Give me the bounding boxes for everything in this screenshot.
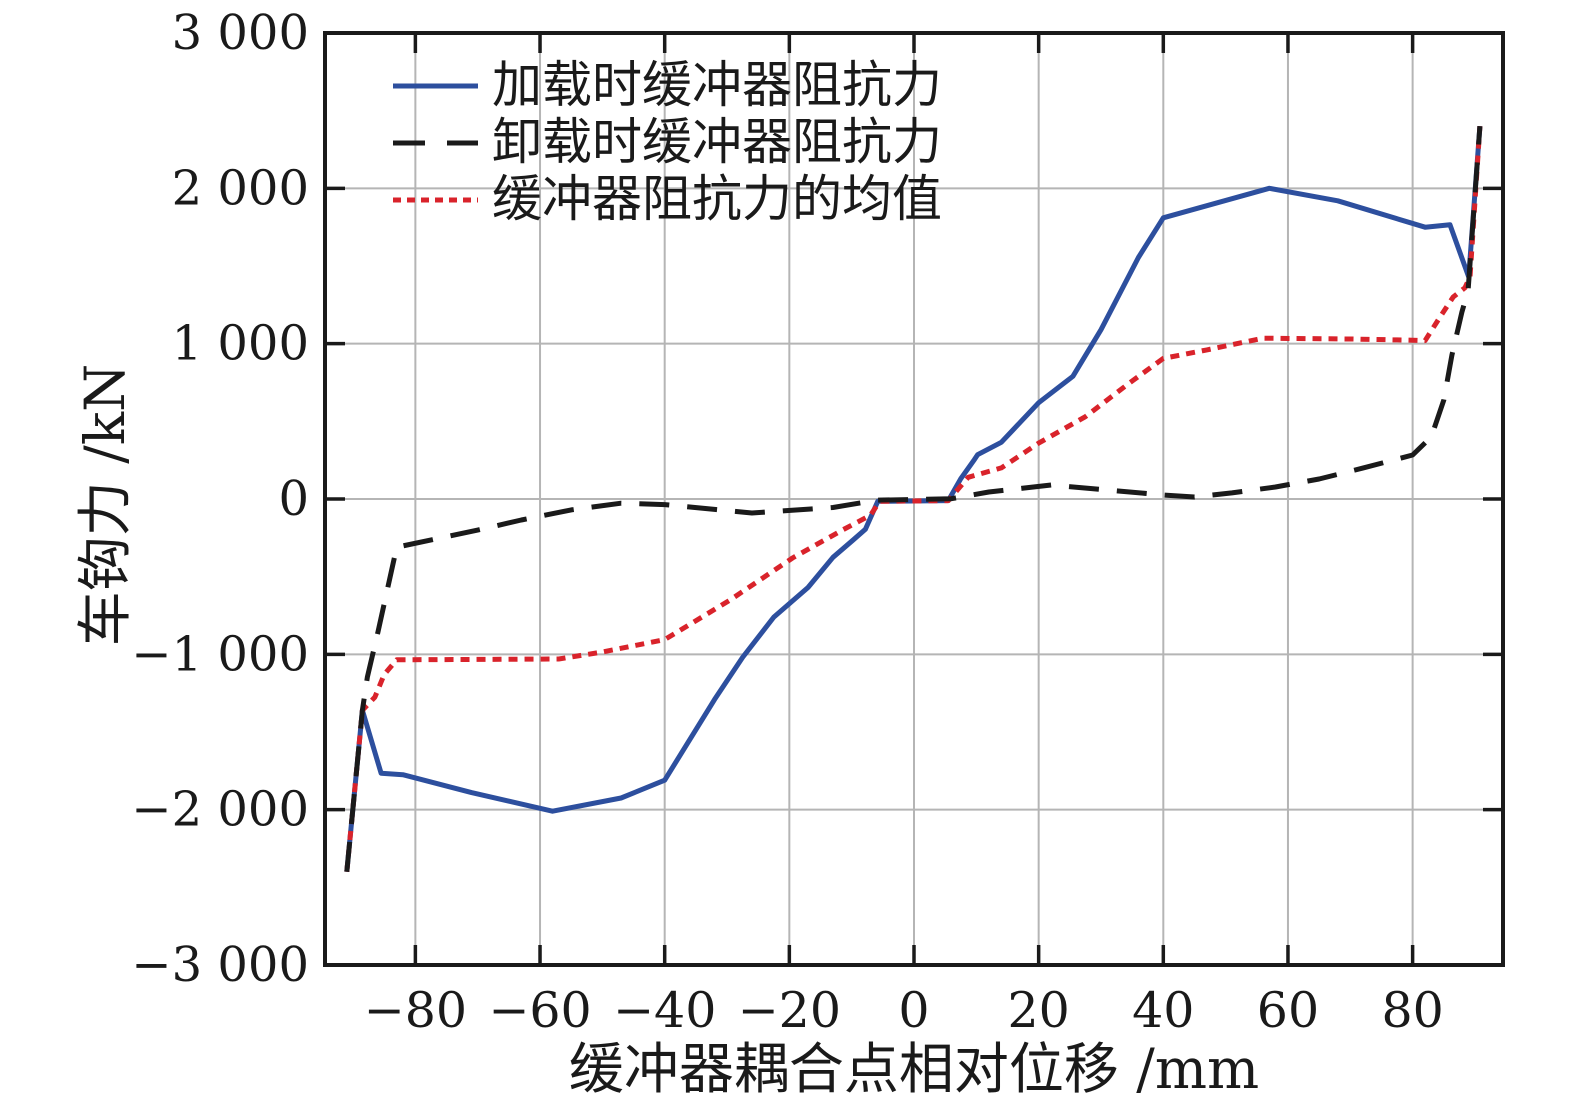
y-tick-label: −1 000 [131,626,309,682]
series-line-dotted [344,126,1483,873]
x-axis-title: 缓冲器耦合点相对位移 /mm [568,1037,1260,1101]
x-tick-label: −40 [613,982,716,1039]
y-tick-label: −2 000 [131,782,309,838]
y-tick-label: 0 [278,471,309,527]
x-tick-label: 60 [1257,982,1319,1039]
x-tick-label: −60 [488,982,591,1039]
legend-label-loading: 加载时缓冲器阻抗力 [492,56,942,114]
y-axis-title: 车钩力 /kN [73,363,137,647]
y-tick-label: −3 000 [131,937,309,993]
y-tick-label: 1 000 [172,316,309,372]
legend: 加载时缓冲器阻抗力 卸载时缓冲器阻抗力 缓冲器阻抗力的均值 [393,57,942,228]
legend-row-mean: 缓冲器阻抗力的均值 [393,171,942,228]
y-tick-label: 2 000 [172,160,309,216]
x-tick-label: 80 [1381,982,1443,1039]
dotted-line-icon [393,197,478,202]
x-tick-label: 40 [1132,982,1194,1039]
y-tick-label: 3 000 [172,5,309,61]
dashed-line-icon [393,140,478,145]
legend-row-unloading: 卸载时缓冲器阻抗力 [393,114,942,171]
x-tick-label: −20 [738,982,841,1039]
x-tick-label: 20 [1007,982,1069,1039]
legend-label-unloading: 卸载时缓冲器阻抗力 [492,113,942,171]
x-tick-label: −80 [364,982,467,1039]
series-line-dashed [344,126,1483,873]
x-tick-label: 0 [898,982,929,1039]
solid-line-icon [393,83,478,88]
legend-row-loading: 加载时缓冲器阻抗力 [393,57,942,114]
legend-label-mean: 缓冲器阻抗力的均值 [492,170,942,228]
